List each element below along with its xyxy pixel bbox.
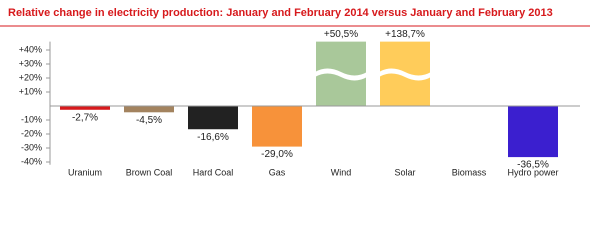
plot-area — [60, 41, 558, 158]
value-label: -29,0% — [261, 149, 293, 160]
axis-break — [379, 68, 431, 81]
y-tick-label: -10% — [21, 114, 42, 124]
y-tick-label: -20% — [21, 128, 42, 138]
bar — [188, 106, 238, 130]
bar — [508, 106, 558, 158]
x-tick-label: Hard Coal — [193, 167, 234, 177]
value-label: -16,6% — [197, 132, 229, 143]
value-label: +50,5% — [324, 29, 358, 40]
value-label: +138,7% — [385, 29, 425, 40]
x-tick-label: Biomass — [452, 167, 487, 177]
y-tick-label: +40% — [19, 44, 42, 54]
y-tick-label: +30% — [19, 58, 42, 68]
value-label: -4,5% — [136, 115, 162, 126]
x-tick-label: Uranium — [68, 167, 102, 177]
y-tick-label: -30% — [21, 142, 42, 152]
x-tick-label: Solar — [394, 167, 415, 177]
x-tick-label: Brown Coal — [126, 167, 173, 177]
chart: Relative change in electricity productio… — [0, 7, 590, 177]
x-tick-label: Hydro power — [507, 167, 558, 177]
axis-break — [315, 68, 367, 81]
x-tick-label: Wind — [331, 167, 352, 177]
bar — [60, 106, 110, 110]
y-tick-label: +20% — [19, 72, 42, 82]
value-label: -36,5% — [517, 160, 549, 171]
x-tick-label: Gas — [269, 167, 286, 177]
bar — [252, 106, 302, 147]
chart-title: Relative change in electricity productio… — [8, 7, 553, 19]
bar — [124, 106, 174, 113]
value-label: -2,7% — [72, 112, 98, 123]
y-tick-label: +10% — [19, 86, 42, 96]
y-tick-label: -40% — [21, 156, 42, 166]
